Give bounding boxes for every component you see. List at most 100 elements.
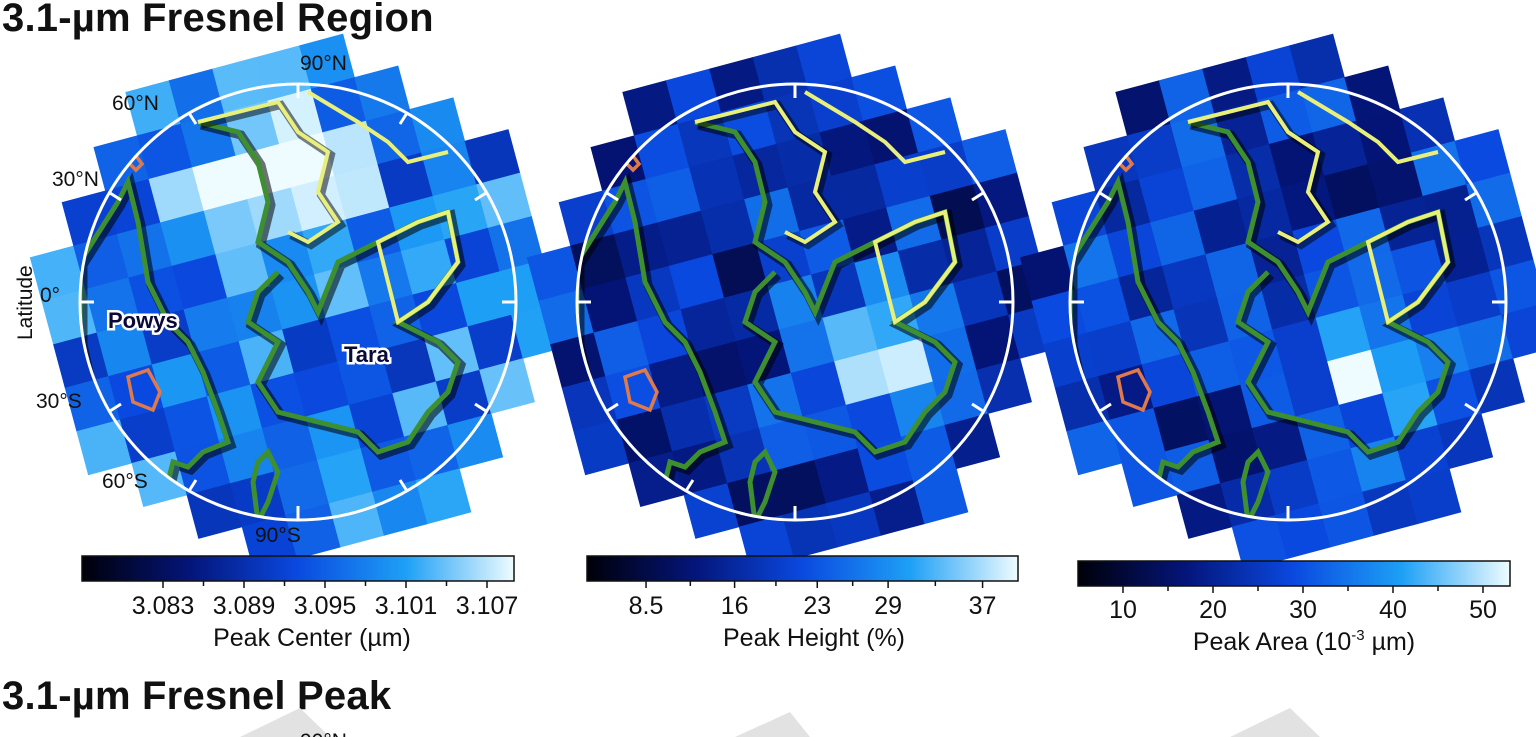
map-tile (1202, 56, 1258, 113)
map-tile (212, 56, 268, 113)
map-tile (819, 120, 876, 177)
map-tile (1193, 199, 1250, 255)
map-tile (1437, 413, 1494, 469)
lower-row-fragment: 90°N (240, 708, 1320, 737)
map-tile (1251, 416, 1308, 473)
map-panel-1: 60°N 30°N 0° 30°S 60°S 90°N 90°S Latitud… (14, 33, 567, 571)
map-tile (877, 337, 934, 394)
map-tile (322, 120, 379, 177)
colorbar-tick-label: 3.101 (375, 592, 438, 620)
colorbar-tick-label: 40 (1379, 596, 1407, 624)
map-tile (415, 468, 472, 525)
map-tile (1066, 419, 1123, 476)
region-label-tara: Tara (344, 342, 390, 367)
map-tile (215, 242, 272, 299)
section-title-region: 3.1-µm Fresnel Region (2, 0, 434, 40)
map-tile (1054, 376, 1111, 432)
map-tile (1362, 480, 1418, 536)
map-tile (1161, 254, 1218, 310)
lat-label-60n: 60°N (112, 92, 159, 115)
grid-ticks-2 (577, 84, 1013, 520)
map-tile (317, 448, 373, 504)
map-panel-2 (526, 33, 1064, 571)
colorbar-tick-label: 23 (803, 592, 831, 620)
map-tile (140, 309, 196, 365)
map-tile (93, 135, 150, 192)
map-tile (192, 155, 248, 212)
map-tile (1289, 33, 1345, 90)
map-tile (1173, 297, 1230, 354)
colorbar-tick-label: 37 (969, 592, 997, 620)
map-tile (476, 172, 532, 229)
map-tile (796, 33, 852, 90)
map-tile (1422, 184, 1479, 240)
colorbar-2: 8.5 16 23 29 37 Peak Height (%) (586, 555, 1019, 652)
map-tile (96, 320, 153, 377)
map-tile (906, 97, 963, 154)
map-tile (53, 332, 109, 389)
map-tile (125, 80, 182, 137)
map-tile (270, 274, 327, 331)
map-tile (1074, 277, 1131, 334)
colorbar-3-label: Peak Area (10-3 µm) (1193, 627, 1415, 656)
map-tile (1260, 274, 1317, 331)
map-tile (700, 199, 757, 255)
colorbar-2-gradient (586, 555, 1019, 582)
colorbar-3-gradient (1077, 560, 1511, 587)
map-tile (1115, 80, 1172, 137)
latitude-axis-label: Latitude (14, 265, 37, 340)
map-tile (328, 491, 385, 548)
map-tile (171, 254, 228, 310)
map-tile (1315, 306, 1372, 362)
map-tile (1283, 361, 1340, 417)
map-tile (616, 407, 673, 464)
grid-ticks-3 (1070, 84, 1506, 520)
map-tile (680, 297, 737, 354)
map-tile (770, 459, 827, 516)
map-tile (455, 271, 512, 327)
map-tile (432, 184, 489, 240)
map-tile (293, 361, 350, 417)
map-tile (261, 416, 318, 473)
map-tile (952, 271, 1009, 327)
map-tile (869, 480, 925, 536)
map-tile (151, 352, 208, 409)
map-tile (392, 381, 449, 438)
map-tile (637, 309, 693, 365)
map-tile (1501, 303, 1536, 359)
map-tile (108, 364, 164, 421)
map-tile (590, 135, 647, 192)
map-tile (1150, 210, 1206, 267)
map-tile (779, 317, 835, 374)
map-tile (668, 254, 725, 310)
colorbar-tick-label: 3.083 (132, 592, 195, 620)
map-tile (163, 396, 220, 452)
map-tile (550, 332, 606, 389)
colorbar-tick-label: 10 (1109, 596, 1137, 624)
map-tile (1086, 320, 1143, 377)
map-tile (1312, 120, 1369, 177)
map-tile (944, 413, 1001, 469)
map-tile (1141, 352, 1198, 409)
map-tile (912, 468, 969, 525)
map-tile (1307, 448, 1363, 504)
map-tile (825, 491, 882, 548)
map-tile (1158, 68, 1215, 125)
map-tile (203, 199, 260, 255)
map-tile (1043, 332, 1099, 389)
map-tile (831, 164, 887, 220)
map-tile (1324, 164, 1380, 220)
map-tile (148, 167, 205, 223)
map-tile (657, 210, 713, 267)
map-tile (136, 123, 193, 180)
map-tile (1182, 155, 1238, 212)
map-tile (282, 317, 338, 374)
lat-label-30s: 30°S (36, 390, 82, 413)
colorbar-3-label-main: Peak Area (10 (1193, 628, 1351, 656)
region-label-powys: Powys (108, 308, 178, 333)
map-tile (119, 407, 176, 464)
lat-label-30n: 30°N (52, 168, 99, 191)
map-tile (447, 413, 504, 469)
map-tile (909, 282, 966, 339)
lat-label-60s: 60°S (102, 470, 148, 493)
